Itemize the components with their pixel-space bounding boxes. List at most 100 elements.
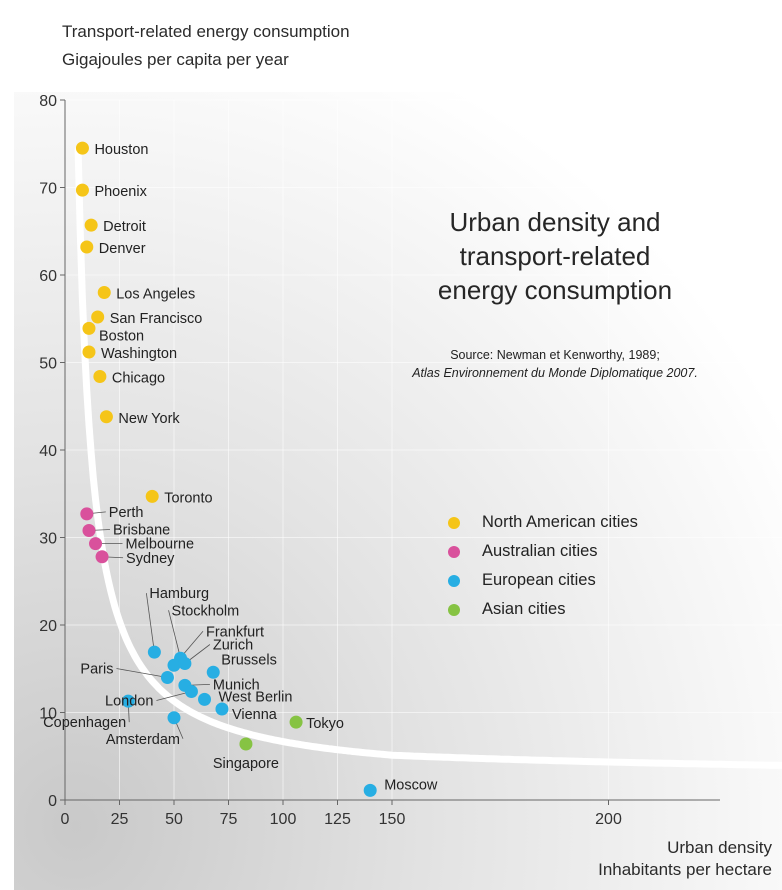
point-denver [80,240,94,254]
point-detroit [84,218,98,232]
point-los-angeles [97,286,111,299]
point-label-detroit: Detroit [103,219,146,235]
legend-item-europe: European cities [448,566,638,595]
x-tick-label-50: 50 [165,811,183,828]
point-label-melbourne: Melbourne [126,537,195,553]
point-washington [82,345,96,359]
trend-curve [74,146,782,769]
point-phoenix [75,183,89,197]
x-tick-label-200: 200 [595,811,622,828]
point-paris [160,671,174,684]
legend: North American cities Australian cities … [448,508,638,624]
point-label-new-york: New York [118,411,180,427]
leader-paris [116,668,168,678]
source-line-2: Atlas Environnement du Monde Diplomatiqu… [412,366,698,380]
point-label-los-angeles: Los Angeles [116,287,195,303]
chart-title: Urban density and transport-related ener… [390,205,720,307]
data-points [75,141,377,797]
x-axis-title-line-2: Inhabitants per hectare [598,860,772,879]
y-tick-label-40: 40 [39,443,57,460]
point-label-brisbane: Brisbane [113,523,170,539]
point-new-york [99,410,113,424]
x-axis-title-line-1: Urban density [667,838,772,857]
legend-swatch-australia [448,545,460,558]
point-copenhagen [121,694,135,708]
point-chicago [93,370,107,383]
point-label-perth: Perth [109,505,144,521]
legend-swatch-europe [448,574,460,587]
point-label-tokyo: Tokyo [306,716,344,732]
x-tick-label-75: 75 [220,811,238,828]
point-west-berlin [198,692,212,706]
grid-lines [65,99,782,800]
point-label-west-berlin: West Berlin [219,689,293,705]
point-label-houston: Houston [94,142,148,158]
y-tick-label-80: 80 [39,93,57,110]
point-label-vienna: Vienna [232,707,278,723]
point-label-brussels: Brussels [221,652,277,668]
point-label-moscow: Moscow [384,777,438,793]
point-label-frankfurt: Frankfurt [206,624,264,640]
point-label-san-francisco: San Francisco [110,311,203,327]
y-tick-label-20: 20 [39,618,57,635]
legend-swatch-north-america [448,516,460,529]
x-tick-label-0: 0 [61,811,70,828]
point-melbourne [89,537,103,551]
point-label-washington: Washington [101,346,177,362]
point-vienna [215,702,229,716]
legend-label-north-america: North American cities [482,513,638,531]
label-leaders [86,511,211,739]
x-tick-label-125: 125 [324,811,351,828]
point-moscow [363,783,377,797]
y-tick-label-60: 60 [39,268,57,285]
x-ticks: 0255075100125150200250300 [61,800,622,828]
point-san-francisco [91,310,105,324]
x-tick-label-100: 100 [270,811,297,828]
y-tick-label-0: 0 [48,793,57,810]
legend-item-asia: Asian cities [448,595,638,624]
legend-label-europe: European cities [482,571,596,589]
legend-label-asia: Asian cities [482,600,566,618]
point-label-denver: Denver [99,241,146,257]
point-label-chicago: Chicago [112,371,165,387]
source-line-1: Source: Newman et Kenworthy, 1989; [450,348,660,362]
point-label-hamburg: Hamburg [149,586,209,602]
point-amsterdam [167,711,181,725]
legend-swatch-asia [448,603,460,616]
y-tick-label-10: 10 [39,706,57,723]
point-label-london: London [105,694,153,710]
point-london [184,685,198,698]
y-ticks: 0 10 20 30 40 50 60 70 80 [39,93,65,810]
point-label-copenhagen: Copenhagen [43,715,126,731]
point-boston [82,321,96,335]
point-label-singapore: Singapore [213,756,279,772]
point-sydney [95,550,109,564]
point-perth [80,507,94,521]
legend-item-north-america: North American cities [448,508,638,537]
source-note: Source: Newman et Kenworthy, 1989; Atlas… [350,346,760,382]
point-label-sydney: Sydney [126,551,175,567]
point-houston [75,141,89,155]
y-axis-title-line-2: Gigajoules per capita per year [62,50,289,69]
y-tick-label-70: 70 [39,181,57,198]
point-label-munich: Munich [213,677,260,693]
leader-hamburg [145,593,155,653]
chart-title-line-3: energy consumption [437,275,673,305]
y-tick-label-50: 50 [39,356,57,373]
leader-stockholm [168,610,181,659]
chart-title-line-1: Urban density and [449,207,661,237]
point-toronto [145,489,159,503]
point-label-stockholm: Stockholm [172,603,240,619]
point-labels: Houston Phoenix Detroit Denver Los Angeles Sa… [43,142,438,793]
point-label-zurich: Zurich [213,638,253,654]
point-tokyo [289,715,303,729]
point-zurich [178,657,192,670]
point-label-paris: Paris [80,662,113,678]
point-frankfurt [167,658,181,672]
point-label-boston: Boston [99,328,144,344]
y-tick-label-30: 30 [39,531,57,548]
point-brisbane [82,524,96,537]
legend-label-australia: Australian cities [482,542,598,560]
